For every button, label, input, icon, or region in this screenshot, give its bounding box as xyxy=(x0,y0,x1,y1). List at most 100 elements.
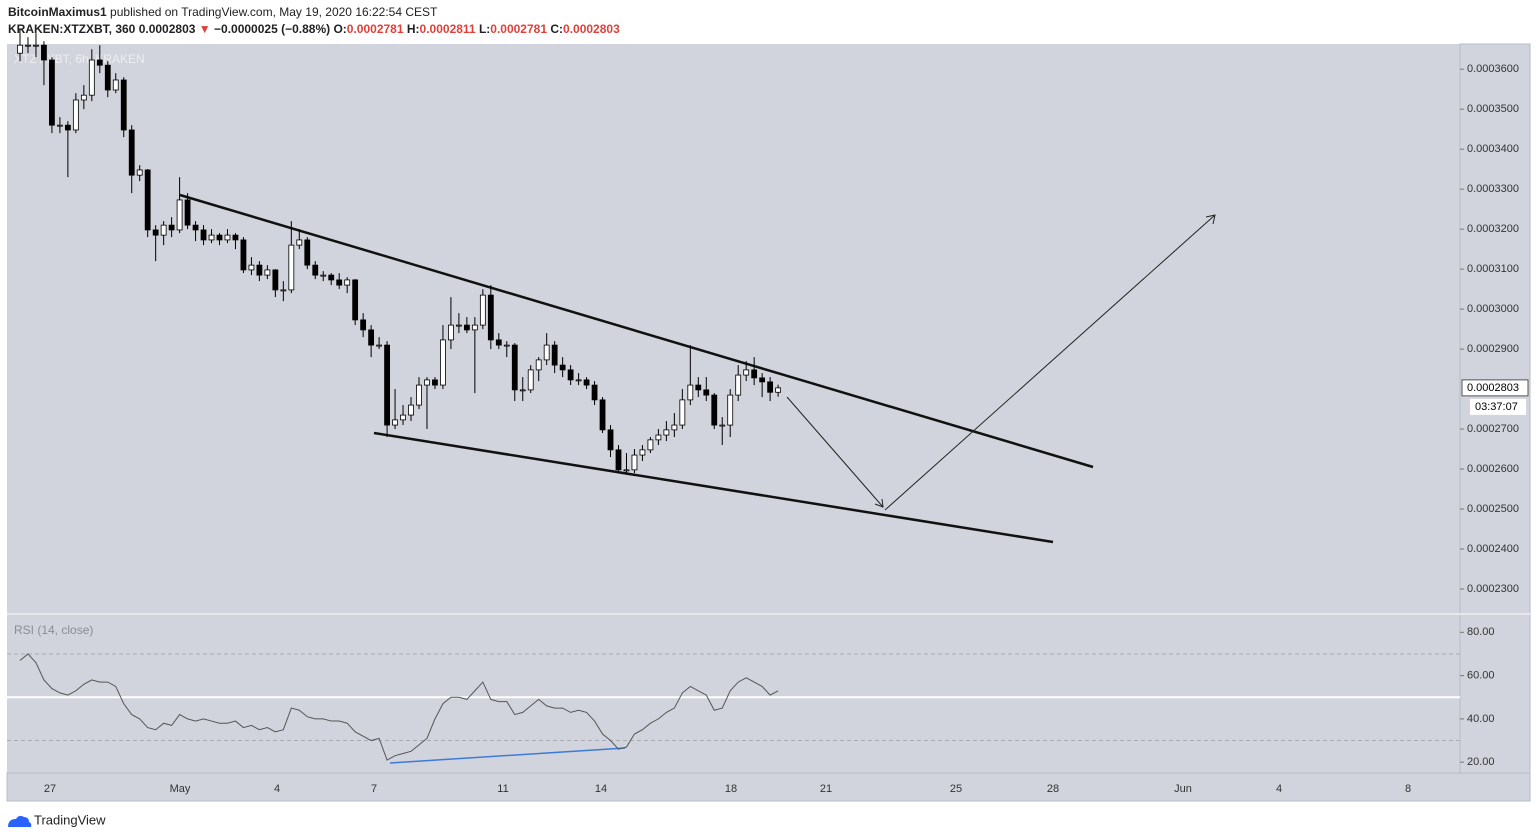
candle-body xyxy=(112,79,119,91)
y-tick-label: 0.0002700 xyxy=(1467,423,1519,435)
candle-body xyxy=(136,169,143,176)
x-tick-label: 21 xyxy=(820,783,832,795)
candle-body xyxy=(743,369,750,376)
candle-body xyxy=(615,449,622,471)
candle-body xyxy=(320,274,327,277)
candle-body xyxy=(80,94,87,101)
trend-line xyxy=(179,193,1094,469)
candle-body xyxy=(400,414,406,421)
candle-body xyxy=(49,59,55,126)
candle-body xyxy=(57,124,63,127)
candle-body xyxy=(104,64,111,91)
candle-body xyxy=(33,44,39,47)
rsi-title: RSI (14, close) xyxy=(14,623,93,637)
candle-body xyxy=(703,389,710,396)
candle-body xyxy=(663,429,670,436)
arrow xyxy=(884,214,1216,511)
ohlc-label: C: xyxy=(550,22,564,36)
x-tick-label: 25 xyxy=(950,783,962,795)
candle-body xyxy=(583,379,590,386)
header-line: KRAKEN:XTZXBT, 360 0.0002803 ▼ −0.000002… xyxy=(8,21,620,38)
y-tick-label: 0.0003400 xyxy=(1467,143,1519,155)
ohlc-label: O: xyxy=(333,22,347,36)
candle-body xyxy=(288,244,295,291)
candle-body xyxy=(336,279,343,286)
candle-body xyxy=(200,229,207,241)
candle-body xyxy=(655,434,662,441)
candle-body xyxy=(264,269,271,276)
candle-body xyxy=(424,379,430,386)
candle-body xyxy=(224,234,231,241)
candle-body xyxy=(767,381,774,393)
candle-body xyxy=(775,387,781,393)
candle-body xyxy=(168,224,175,231)
x-tick-label: 11 xyxy=(497,783,508,795)
x-tick-label: 28 xyxy=(1047,783,1059,795)
candle-body xyxy=(240,239,247,271)
candle-body xyxy=(711,394,718,426)
y-tick-label: 0.0002500 xyxy=(1467,503,1519,515)
candle-body xyxy=(256,264,263,276)
candle-body xyxy=(623,469,630,472)
ohlc-value: 0.0002803 xyxy=(563,22,620,36)
candle-body xyxy=(591,384,598,401)
candle-body xyxy=(527,369,534,391)
drawings xyxy=(179,193,1216,764)
author: BitcoinMaximus1 xyxy=(8,5,107,19)
last: 0.0002803 xyxy=(138,22,196,36)
candle-body xyxy=(727,394,734,426)
ohlc-value: 0.0002781 xyxy=(490,22,548,36)
last-price-box xyxy=(1461,379,1529,397)
candle-body xyxy=(360,319,367,331)
y-tick-label: 60.00 xyxy=(1467,670,1495,682)
candle-body xyxy=(751,369,758,379)
candle-body xyxy=(551,344,558,366)
candle-body xyxy=(679,399,686,426)
arrow-head xyxy=(1205,214,1216,225)
candle-body xyxy=(607,429,614,451)
candle-body xyxy=(128,129,135,176)
brand: TradingView xyxy=(34,812,106,827)
arrow: ▼ xyxy=(198,22,211,36)
y-tick-label: 0.0003500 xyxy=(1467,103,1519,115)
candle-body xyxy=(184,199,191,226)
candle-body xyxy=(208,234,215,241)
candle-body xyxy=(671,424,678,431)
candle-body xyxy=(280,289,287,292)
candle-body xyxy=(368,329,375,346)
candle-body xyxy=(25,44,31,47)
candle-body xyxy=(639,449,646,456)
candle-body xyxy=(479,294,486,326)
candle-body xyxy=(160,224,167,236)
watermark: XTZ / XBT, 6h, KRAKEN xyxy=(14,52,145,66)
candle-body xyxy=(328,274,335,281)
y-tick-label: 40.00 xyxy=(1467,713,1495,725)
y-tick-label: 0.0003200 xyxy=(1467,223,1519,235)
candle-body xyxy=(471,324,478,331)
candle-body xyxy=(455,324,462,327)
x-tick-label: 14 xyxy=(595,783,607,795)
ohlc-value: 0.0002781 xyxy=(346,22,404,36)
y-tick-label: 0.0002600 xyxy=(1467,463,1519,475)
y-tick-label: 20.00 xyxy=(1467,756,1495,768)
y-tick-label: 0.0003300 xyxy=(1467,183,1519,195)
candle-body xyxy=(120,79,127,131)
header-line: BitcoinMaximus1 published on TradingView… xyxy=(8,4,620,21)
plot-bg xyxy=(7,44,1460,773)
candle-body xyxy=(599,399,606,431)
candle-body xyxy=(487,294,494,341)
candle-body xyxy=(216,234,223,241)
candle-body xyxy=(647,439,654,451)
candle-body xyxy=(408,404,414,416)
candle-body xyxy=(88,59,95,96)
ohlc-label: H: xyxy=(406,22,420,36)
candle-body xyxy=(719,424,726,427)
candle-body xyxy=(735,374,742,396)
y-tick-label: 0.0002900 xyxy=(1467,343,1519,355)
y-tick-label: 80.00 xyxy=(1467,626,1495,638)
time-axis-bg xyxy=(6,772,1531,802)
symbol: KRAKEN:XTZXBT, 360 xyxy=(8,22,136,36)
x-tick-label: 27 xyxy=(44,783,56,795)
ohlc: O:0.0002781 H:0.0002811 L:0.0002781 C:0.… xyxy=(333,22,619,36)
